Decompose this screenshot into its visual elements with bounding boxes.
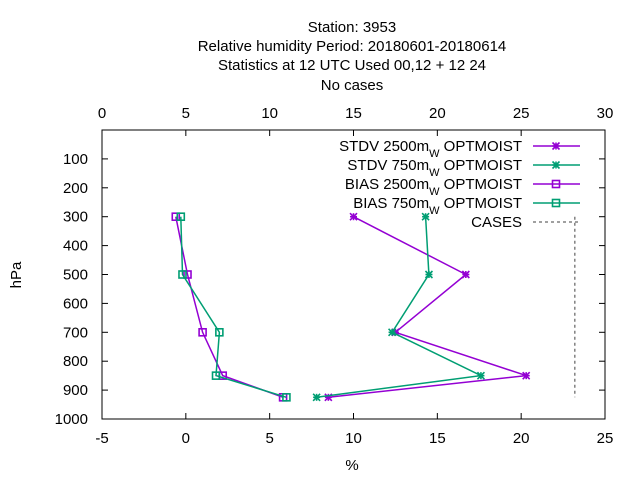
x-tick-label: 10: [345, 430, 362, 447]
data-point-stdv-2500m: [461, 270, 470, 279]
series-line-stdv-750m: [316, 216, 484, 399]
y-tick-label: 800: [63, 353, 88, 370]
x2-tick-label: 5: [182, 105, 190, 122]
x2-tick-label: 10: [261, 105, 278, 122]
x2-tick-label: 25: [513, 105, 530, 122]
y-axis-label: hPa: [8, 261, 25, 288]
y-tick-label: 100: [63, 151, 88, 168]
x-axis-label: %: [345, 457, 358, 474]
legend-label-suffix: OPTMOIST: [440, 157, 523, 174]
data-point-stdv-750m: [387, 328, 397, 337]
x-tick-label: -5: [95, 430, 108, 447]
y-tick-label: 900: [63, 382, 88, 399]
legend-marker-stdv-750m: [551, 160, 561, 170]
data-point-bias-750m: [178, 270, 187, 279]
data-point-stdv-2500m: [522, 371, 531, 380]
data-point-stdv-750m: [476, 371, 485, 380]
legend-label-subscript: W: [429, 148, 440, 160]
legend-label-name: BIAS 750m: [353, 195, 429, 212]
legend-label-bias-2500m: BIAS 2500mW OPTMOIST: [345, 176, 522, 198]
x2-tick-label: 15: [345, 105, 362, 122]
x-tick-label: 0: [182, 430, 190, 447]
data-point-bias-750m: [282, 393, 291, 402]
y-tick-label: 200: [63, 180, 88, 197]
y-tick-label: 700: [63, 324, 88, 341]
legend-label-subscript: W: [429, 167, 440, 179]
legend-label-suffix: OPTMOIST: [440, 195, 523, 212]
x-tick-label: 25: [597, 430, 614, 447]
y-tick-label: 300: [63, 209, 88, 226]
title-line-1: Station: 3953: [308, 19, 396, 36]
x-tick-label: 15: [429, 430, 446, 447]
title-line-2: Relative humidity Period: 20180601-20180…: [198, 38, 507, 55]
data-point-bias-750m: [176, 212, 186, 221]
legend-marker-bias-2500m: [551, 179, 561, 189]
legend-label-name: STDV 750m: [347, 157, 429, 174]
legend-label-stdv-2500m: STDV 2500mW OPTMOIST: [339, 138, 522, 160]
legend-label-bias-750m: BIAS 750mW OPTMOIST: [353, 195, 522, 217]
data-point-bias-750m: [211, 371, 221, 380]
y-tick-label: 1000: [55, 411, 88, 428]
legend-label-name: BIAS 2500m: [345, 176, 429, 193]
y-tick-label: 400: [63, 238, 88, 255]
legend-label-name: CASES: [471, 214, 522, 231]
legend-marker-bias-750m: [551, 198, 561, 208]
legend-label-suffix: OPTMOIST: [440, 176, 523, 193]
axis-ticks: -5 0 5 10 15 20 25 0 5 10 15 20 25 30 100 200 300 400 500 6…: [55, 105, 614, 447]
data-point-bias-2500m: [183, 270, 192, 279]
data-point-stdv-750m: [424, 270, 434, 279]
legend-label-stdv-750m: STDV 750mW OPTMOIST: [347, 157, 522, 179]
series-line-bias-750m: [180, 216, 287, 399]
legend-label-name: STDV 2500m: [339, 138, 429, 155]
series-lines: [171, 212, 576, 402]
x2-tick-label: 20: [429, 105, 446, 122]
data-point-stdv-750m: [312, 393, 321, 402]
series-line-bias-2500m: [175, 216, 284, 399]
data-point-stdv-750m: [421, 212, 430, 221]
x-tick-label: 5: [265, 430, 273, 447]
data-point-bias-2500m: [171, 212, 181, 221]
y-tick-label: 500: [63, 267, 88, 284]
chart-title: Station: 3953 Relative humidity Period: …: [198, 19, 507, 94]
x-tick-label: 20: [513, 430, 530, 447]
title-line-3: Statistics at 12 UTC Used 00,12 + 12 24: [218, 57, 486, 74]
legend-label-subscript: W: [429, 186, 440, 198]
data-point-stdv-2500m: [349, 212, 358, 221]
x2-tick-label: 0: [98, 105, 106, 122]
legend-label-cases: CASES: [471, 214, 522, 231]
y-tick-label: 600: [63, 295, 88, 312]
title-line-4: No cases: [321, 77, 384, 94]
x2-tick-label: 30: [597, 105, 614, 122]
legend-label-suffix: OPTMOIST: [440, 138, 523, 155]
legend-marker-stdv-2500m: [551, 141, 561, 151]
legend-label-subscript: W: [429, 205, 440, 217]
data-point-bias-2500m: [198, 327, 207, 337]
data-point-bias-750m: [215, 327, 224, 337]
